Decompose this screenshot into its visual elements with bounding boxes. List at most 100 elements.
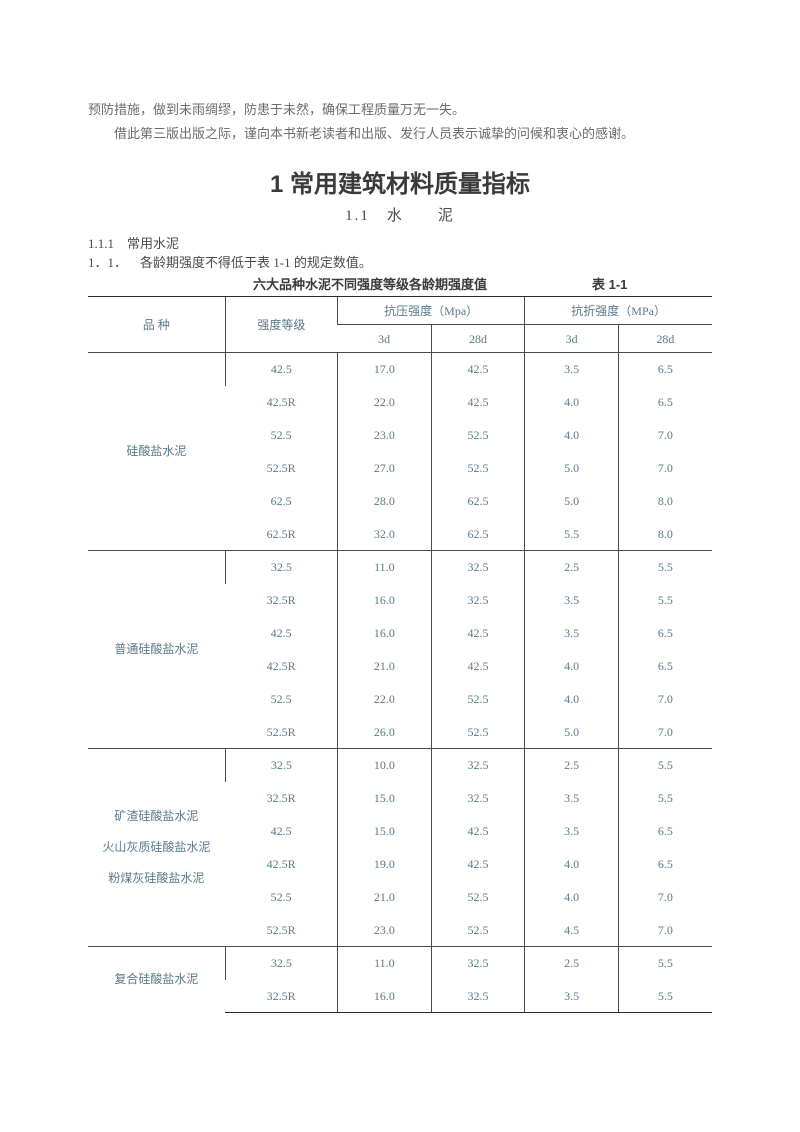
cell-c3: 23.0 xyxy=(338,419,432,452)
section-number: 1.1 xyxy=(345,208,387,224)
cell-grade: 32.5R xyxy=(225,782,337,815)
cell-f3: 2.5 xyxy=(525,551,619,584)
variety-cell: 硅酸盐水泥 xyxy=(88,353,225,551)
cell-f28: 6.5 xyxy=(618,848,712,881)
cell-c28: 42.5 xyxy=(431,815,525,848)
cell-f3: 4.0 xyxy=(525,419,619,452)
cell-grade: 52.5R xyxy=(225,914,337,947)
cell-c28: 52.5 xyxy=(431,452,525,485)
cell-c3: 19.0 xyxy=(338,848,432,881)
cell-c3: 15.0 xyxy=(338,782,432,815)
table-title: 六大品种水泥不同强度等级各龄期强度值 xyxy=(88,275,592,295)
cell-f28: 6.5 xyxy=(618,815,712,848)
cell-f28: 8.0 xyxy=(618,485,712,518)
cell-c3: 15.0 xyxy=(338,815,432,848)
col-flex-28d: 28d xyxy=(618,325,712,353)
cell-f28: 5.5 xyxy=(618,782,712,815)
cell-grade: 52.5R xyxy=(225,716,337,749)
cell-c28: 52.5 xyxy=(431,881,525,914)
cell-c3: 16.0 xyxy=(338,617,432,650)
cell-f3: 4.0 xyxy=(525,881,619,914)
document-page: 预防措施，做到未雨绸缪，防患于未然，确保工程质量万无一失。 借此第三版出版之际，… xyxy=(0,0,800,1053)
table-body: 硅酸盐水泥42.517.042.53.56.542.5R22.042.54.06… xyxy=(88,353,712,1013)
cell-c3: 22.0 xyxy=(338,386,432,419)
cell-c28: 52.5 xyxy=(431,914,525,947)
cell-c28: 32.5 xyxy=(431,947,525,980)
col-flex-3d: 3d xyxy=(525,325,619,353)
cell-f3: 4.0 xyxy=(525,683,619,716)
cell-c28: 52.5 xyxy=(431,419,525,452)
cell-grade: 62.5R xyxy=(225,518,337,551)
cell-grade: 52.5 xyxy=(225,683,337,716)
cell-c3: 21.0 xyxy=(338,650,432,683)
cell-f28: 7.0 xyxy=(618,452,712,485)
intro-paragraph-1: 预防措施，做到未雨绸缪，防患于未然，确保工程质量万无一失。 xyxy=(88,100,712,120)
cell-grade: 42.5 xyxy=(225,617,337,650)
cell-grade: 32.5 xyxy=(225,947,337,980)
cell-f28: 7.0 xyxy=(618,419,712,452)
subsection-1-1-1: 1.1.1 常用水泥 xyxy=(88,234,712,254)
cell-grade: 32.5R xyxy=(225,584,337,617)
cell-f3: 3.5 xyxy=(525,782,619,815)
cell-c3: 16.0 xyxy=(338,980,432,1013)
table-row: 普通硅酸盐水泥32.511.032.52.55.5 xyxy=(88,551,712,584)
cell-c28: 42.5 xyxy=(431,650,525,683)
cell-f28: 8.0 xyxy=(618,518,712,551)
cell-c28: 32.5 xyxy=(431,782,525,815)
cell-grade: 42.5R xyxy=(225,386,337,419)
col-compress-28d: 28d xyxy=(431,325,525,353)
cell-f28: 6.5 xyxy=(618,353,712,386)
cell-f3: 3.5 xyxy=(525,815,619,848)
table-head: 品 种 强度等级 抗压强度（Mpa） 抗折强度（MPa） 3d 28d 3d 2… xyxy=(88,297,712,353)
cell-c3: 21.0 xyxy=(338,881,432,914)
cell-c3: 22.0 xyxy=(338,683,432,716)
col-compress-3d: 3d xyxy=(338,325,432,353)
cell-f28: 7.0 xyxy=(618,914,712,947)
cell-f28: 7.0 xyxy=(618,716,712,749)
col-variety-header: 品 种 xyxy=(88,297,225,353)
cell-grade: 62.5 xyxy=(225,485,337,518)
cell-f28: 7.0 xyxy=(618,881,712,914)
cell-f28: 5.5 xyxy=(618,947,712,980)
cell-grade: 42.5 xyxy=(225,815,337,848)
cell-grade: 52.5 xyxy=(225,419,337,452)
variety-cell: 复合硅酸盐水泥 xyxy=(88,947,225,1013)
cell-grade: 42.5R xyxy=(225,650,337,683)
cell-f3: 5.5 xyxy=(525,518,619,551)
cell-c3: 17.0 xyxy=(338,353,432,386)
cell-f3: 2.5 xyxy=(525,749,619,782)
cell-f28: 5.5 xyxy=(618,749,712,782)
cell-c3: 11.0 xyxy=(338,947,432,980)
cell-c28: 32.5 xyxy=(431,551,525,584)
cell-f28: 5.5 xyxy=(618,551,712,584)
section-title: 水 泥 xyxy=(387,208,455,224)
cell-f28: 5.5 xyxy=(618,980,712,1013)
cell-grade: 42.5R xyxy=(225,848,337,881)
cell-c3: 27.0 xyxy=(338,452,432,485)
cell-c28: 42.5 xyxy=(431,848,525,881)
cell-f3: 3.5 xyxy=(525,584,619,617)
cell-c28: 42.5 xyxy=(431,617,525,650)
cell-grade: 42.5 xyxy=(225,353,337,386)
table-row: 硅酸盐水泥42.517.042.53.56.5 xyxy=(88,353,712,386)
cell-c28: 62.5 xyxy=(431,518,525,551)
cell-grade: 32.5 xyxy=(225,749,337,782)
cell-f3: 5.0 xyxy=(525,716,619,749)
table-label: 表 1-1 xyxy=(592,275,712,295)
cell-grade: 52.5 xyxy=(225,881,337,914)
intro-paragraph-2: 借此第三版出版之际，谨向本书新老读者和出版、发行人员表示诚挚的问候和衷心的感谢。 xyxy=(88,124,712,144)
cell-grade: 32.5R xyxy=(225,980,337,1013)
cell-f28: 6.5 xyxy=(618,386,712,419)
cell-grade: 32.5 xyxy=(225,551,337,584)
col-flex-header: 抗折强度（MPa） xyxy=(525,297,712,325)
cell-c3: 32.0 xyxy=(338,518,432,551)
cell-c28: 32.5 xyxy=(431,980,525,1013)
variety-cell: 普通硅酸盐水泥 xyxy=(88,551,225,749)
cell-f28: 5.5 xyxy=(618,584,712,617)
cell-c3: 16.0 xyxy=(338,584,432,617)
cell-c3: 28.0 xyxy=(338,485,432,518)
cell-c28: 42.5 xyxy=(431,386,525,419)
variety-cell: 矿渣硅酸盐水泥火山灰质硅酸盐水泥粉煤灰硅酸盐水泥 xyxy=(88,749,225,947)
col-compress-header: 抗压强度（Mpa） xyxy=(338,297,525,325)
cell-f28: 6.5 xyxy=(618,650,712,683)
